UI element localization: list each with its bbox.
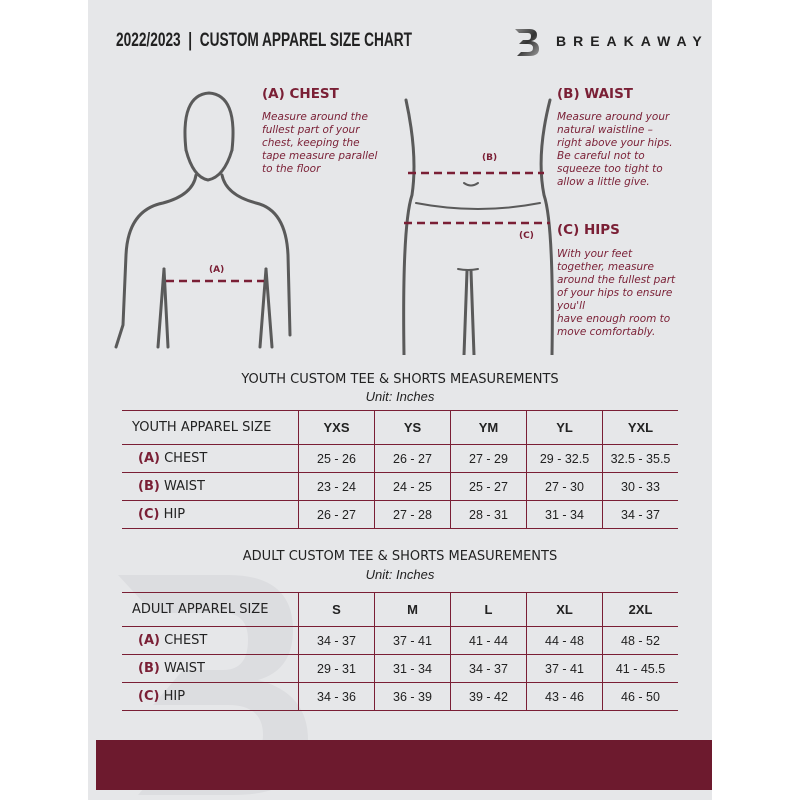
row-label: (A) CHEST (122, 626, 299, 655)
adult-size-table: ADULT APPAREL SIZE S M L XL 2XL (A) CHES… (122, 592, 678, 711)
table-cell: 29 - 31 (298, 654, 375, 683)
youth-size-table: YOUTH APPAREL SIZE YXS YS YM YL YXL (A) … (122, 410, 678, 529)
waist-heading: (B) WAIST (557, 86, 634, 102)
table-cell: 41 - 44 (450, 626, 527, 655)
table-cell: 25 - 27 (450, 472, 527, 501)
table-cell: 41 - 45.5 (602, 654, 678, 683)
size-column: YXS (298, 410, 375, 445)
table-cell: 28 - 31 (450, 500, 527, 529)
table-cell: 27 - 28 (374, 500, 451, 529)
table-cell: 25 - 26 (298, 444, 375, 473)
size-header: YOUTH APPAREL SIZE (122, 410, 299, 445)
upper-body-figure (114, 91, 292, 349)
waist-marker: (B) (482, 153, 498, 163)
breakaway-logo-icon (515, 29, 539, 56)
chest-description: Measure around the fullest part of your … (262, 111, 378, 175)
table-cell: 48 - 52 (602, 626, 678, 655)
brand-name: BREAKAWAY (556, 33, 709, 49)
row-label: (A) CHEST (122, 444, 299, 473)
youth-table-unit: Unit: Inches (365, 389, 435, 404)
table-cell: 27 - 30 (526, 472, 603, 501)
table-cell: 34 - 37 (450, 654, 527, 683)
size-column: S (298, 592, 375, 627)
row-label: (C) HIP (122, 682, 299, 711)
lower-body-figure (402, 98, 554, 355)
table-cell: 31 - 34 (526, 500, 603, 529)
table-cell: 44 - 48 (526, 626, 603, 655)
table-cell: 27 - 29 (450, 444, 527, 473)
size-header: ADULT APPAREL SIZE (122, 592, 299, 627)
adult-table-unit: Unit: Inches (365, 567, 435, 582)
row-label: (B) WAIST (122, 472, 299, 501)
adult-table-title: ADULT CUSTOM TEE & SHORTS MEASUREMENTS (242, 549, 558, 564)
footer-bar (96, 740, 712, 790)
row-label: (B) WAIST (122, 654, 299, 683)
table-row: (A) CHEST 25 - 26 26 - 27 27 - 29 29 - 3… (122, 444, 678, 473)
table-cell: 31 - 34 (374, 654, 451, 683)
table-cell: 30 - 33 (602, 472, 678, 501)
table-cell: 46 - 50 (602, 682, 678, 711)
size-column: 2XL (602, 592, 678, 627)
size-column: YXL (602, 410, 678, 445)
table-cell: 34 - 37 (602, 500, 678, 529)
size-chart-sheet: 2022/2023 | CUSTOM APPAREL SIZE CHART BR… (88, 0, 712, 800)
table-cell: 26 - 27 (374, 444, 451, 473)
table-header-row: YOUTH APPAREL SIZE YXS YS YM YL YXL (122, 410, 678, 445)
size-column: YS (374, 410, 451, 445)
table-cell: 32.5 - 35.5 (602, 444, 678, 473)
hips-heading: (C) HIPS (557, 222, 620, 238)
table-row: (C) HIP 34 - 36 36 - 39 39 - 42 43 - 46 … (122, 682, 678, 711)
table-row: (C) HIP 26 - 27 27 - 28 28 - 31 31 - 34 … (122, 500, 678, 529)
size-column: YL (526, 410, 603, 445)
size-column: M (374, 592, 451, 627)
table-row: (A) CHEST 34 - 37 37 - 41 41 - 44 44 - 4… (122, 626, 678, 655)
table-row: (B) WAIST 29 - 31 31 - 34 34 - 37 37 - 4… (122, 654, 678, 683)
size-column: L (450, 592, 527, 627)
table-cell: 24 - 25 (374, 472, 451, 501)
size-column: YM (450, 410, 527, 445)
hips-marker: (C) (519, 231, 534, 241)
table-cell: 39 - 42 (450, 682, 527, 711)
table-header-row: ADULT APPAREL SIZE S M L XL 2XL (122, 592, 678, 627)
table-cell: 29 - 32.5 (526, 444, 603, 473)
table-row: (B) WAIST 23 - 24 24 - 25 25 - 27 27 - 3… (122, 472, 678, 501)
size-column: XL (526, 592, 603, 627)
table-cell: 36 - 39 (374, 682, 451, 711)
chest-heading: (A) CHEST (262, 86, 339, 102)
hips-description: With your feet together, measure around … (557, 248, 676, 338)
table-cell: 37 - 41 (526, 654, 603, 683)
table-cell: 34 - 37 (298, 626, 375, 655)
table-cell: 34 - 36 (298, 682, 375, 711)
youth-table-title: YOUTH CUSTOM TEE & SHORTS MEASUREMENTS (241, 372, 559, 387)
page-title: 2022/2023 | CUSTOM APPAREL SIZE CHART (116, 30, 413, 51)
chest-marker: (A) (209, 265, 225, 275)
table-cell: 37 - 41 (374, 626, 451, 655)
table-cell: 26 - 27 (298, 500, 375, 529)
row-label: (C) HIP (122, 500, 299, 529)
table-cell: 23 - 24 (298, 472, 375, 501)
table-cell: 43 - 46 (526, 682, 603, 711)
waist-description: Measure around your natural waistline – … (557, 111, 673, 188)
